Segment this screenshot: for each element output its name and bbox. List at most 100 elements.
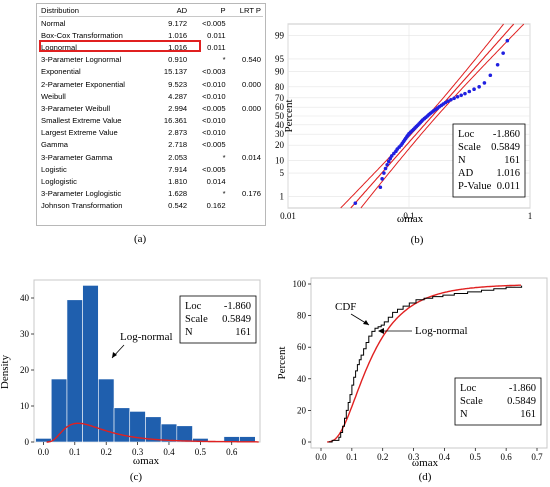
legend-label: N xyxy=(185,327,193,338)
data-point xyxy=(455,95,460,99)
arrow-head xyxy=(112,352,117,358)
data-point xyxy=(380,177,384,181)
y-tick-label: 40 xyxy=(275,120,285,130)
x-tick-label: 0.5 xyxy=(470,452,482,462)
probability-points xyxy=(353,38,510,205)
x-tick-label: 0.4 xyxy=(439,452,451,462)
legend-label: Loc xyxy=(460,383,477,394)
cell-p: 0.162 xyxy=(206,201,226,211)
probability-legend: Loc -1.860 Scale 0.5849 N 161 AD 1.016 P-Value 0.… xyxy=(452,123,526,198)
cell-p: <0.010 xyxy=(202,116,226,126)
cell-distribution: Lognormal xyxy=(41,42,77,52)
cell-ad: 4.287 xyxy=(168,91,188,101)
distribution-table: Distribution AD P LRT P Normal 9.172 <0.00… xyxy=(39,5,263,212)
x-tick-label: 0.5 xyxy=(195,447,207,457)
y-tick-label: 10 xyxy=(275,155,285,165)
caption-a: (a) xyxy=(134,233,147,245)
legend-label: Scale xyxy=(185,314,208,325)
cell-p: <0.005 xyxy=(202,164,226,174)
probability-y-label: Percent xyxy=(283,100,295,133)
cell-lrt-p xyxy=(228,139,263,151)
cell-p: <0.010 xyxy=(202,128,226,138)
legend-label: Scale xyxy=(460,396,483,407)
x-tick-label: 0.1 xyxy=(69,447,80,457)
legend-label: N xyxy=(460,409,468,420)
x-tick-label: 0.7 xyxy=(531,452,543,462)
cell-ad: 2.873 xyxy=(168,128,188,138)
histogram-legend: Loc -1.860 Scale 0.5849 N 161 xyxy=(179,295,257,344)
cell-distribution: Weibull xyxy=(41,91,66,101)
caption-d: (d) xyxy=(419,471,432,483)
y-tick-label: 90 xyxy=(275,67,285,77)
cdf-legend: Loc -1.860 Scale 0.5849 N 161 xyxy=(454,377,542,426)
data-point xyxy=(482,81,487,85)
empirical-cdf-step xyxy=(328,285,523,443)
cell-p: 0.011 xyxy=(207,42,226,52)
legend-label: N xyxy=(458,155,466,166)
cell-distribution: Johnson Transformation xyxy=(41,201,123,211)
legend-value: 0.011 xyxy=(497,181,520,192)
cell-lrt-p xyxy=(228,17,263,30)
table-row: Johnson Transformation 0.542 0.162 xyxy=(39,200,263,212)
cell-lrt-p xyxy=(228,115,263,127)
cell-ad: 1.628 xyxy=(168,189,188,199)
cell-lrt-p: 0.176 xyxy=(241,189,261,199)
histogram-bar xyxy=(113,407,131,443)
y-tick-label: 50 xyxy=(275,111,285,121)
data-point xyxy=(477,85,481,89)
fit-line xyxy=(350,23,515,209)
cell-p: <0.005 xyxy=(202,18,226,28)
histogram-y-ticks: 0 10 20 30 40 xyxy=(20,293,34,447)
histogram-bar xyxy=(176,425,193,443)
y-tick-label: 30 xyxy=(20,329,30,339)
legend-label: Scale xyxy=(458,142,481,153)
table-row: Loglogistic 1.810 0.014 xyxy=(39,175,263,187)
legend-value: -1.860 xyxy=(224,301,251,312)
cell-ad: 15.137 xyxy=(163,67,188,77)
data-point xyxy=(472,87,476,92)
cell-ad: 2.053 xyxy=(168,152,188,162)
cell-lrt-p xyxy=(228,29,263,41)
legend-label: Loc xyxy=(458,129,475,140)
lognormal-annotation: Log-normal xyxy=(415,325,468,337)
legend-value: 161 xyxy=(520,409,536,420)
cdf-chart: 0 20 40 60 80 100 0.0 0.1 0.2 0.3 0.4 0.5 0.6 0.7 Pe… xyxy=(276,277,548,483)
cdf-y-ticks: 0 20 40 60 80 100 xyxy=(293,279,311,447)
histogram-bar xyxy=(82,285,99,443)
table-row: Normal 9.172 <0.005 xyxy=(39,17,263,30)
arrow-head xyxy=(363,320,369,325)
table-row: Box-Cox Transformation 1.016 0.011 xyxy=(39,29,263,41)
cell-ad: 7.914 xyxy=(168,164,188,174)
cell-p: <0.010 xyxy=(202,91,226,101)
y-tick-label: 60 xyxy=(275,102,285,112)
cell-p: 0.011 xyxy=(207,30,226,40)
cell-p: <0.010 xyxy=(202,79,226,89)
cell-lrt-p xyxy=(228,175,263,187)
cell-lrt-p: 0.000 xyxy=(241,103,261,113)
table-row: Logistic 7.914 <0.005 xyxy=(39,163,263,175)
y-tick-label: 40 xyxy=(20,293,30,303)
legend-value: 0.5849 xyxy=(222,314,251,325)
y-tick-label: 40 xyxy=(297,374,307,384)
cell-p: * xyxy=(222,189,226,199)
y-tick-label: 80 xyxy=(297,311,307,321)
data-point xyxy=(467,89,472,94)
legend-box xyxy=(179,295,257,344)
x-tick-label: 0.0 xyxy=(315,452,327,462)
cell-distribution: Gamma xyxy=(41,140,69,150)
data-point xyxy=(449,97,453,102)
y-tick-label: 1 xyxy=(280,192,285,202)
table-row: 3-Parameter Loglogistic 1.628 * 0.176 xyxy=(39,188,263,200)
cdf-empirical-step xyxy=(328,285,523,443)
data-point xyxy=(446,99,450,104)
x-tick-label: 0.0 xyxy=(38,447,50,457)
data-point xyxy=(452,96,456,101)
table-row: Gamma 2.718 <0.005 xyxy=(39,139,263,151)
probability-x-ticks: 0.01 0.1 1 xyxy=(280,211,532,221)
cell-ad: 1.016 xyxy=(168,30,188,40)
histogram-x-label: ωmax xyxy=(133,455,160,467)
cell-distribution: Normal xyxy=(41,18,66,28)
x-tick-label: 0.6 xyxy=(226,447,238,457)
